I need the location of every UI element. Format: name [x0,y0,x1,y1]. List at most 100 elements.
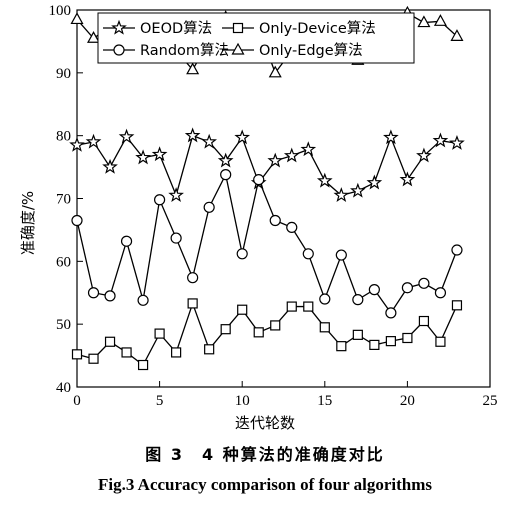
data-point [70,12,84,25]
data-point [187,272,199,284]
data-point [104,336,116,347]
data-point [135,149,151,165]
series-3 [71,298,463,371]
data-point [336,341,347,352]
legend-label: Only-Device算法 [259,20,376,37]
data-point [319,293,331,305]
series-2 [71,169,463,319]
data-point [121,347,132,358]
x-tick-label: 20 [400,393,415,409]
y-tick-label: 100 [49,3,72,19]
data-point [104,290,116,302]
plot-area: 0 5 10 15 20 25 40 50 60 70 80 90 100 [49,3,498,409]
legend: OEOD算法 Random算法 Only-Device算法 Only-Edge算法 [97,12,415,64]
y-tick-label: 40 [56,380,71,396]
data-point [267,152,284,168]
data-point [451,244,463,256]
y-tick-label: 60 [56,254,71,270]
accuracy-line-chart: 0 5 10 15 20 25 40 50 60 70 80 90 100 OEOD算法 Random算法… [19,3,498,432]
data-point [369,339,380,351]
data-point [201,133,217,149]
data-point [401,282,413,294]
data-point [300,141,317,157]
data-point [171,347,182,358]
legend-box [97,12,415,64]
data-point [432,132,449,148]
data-point [385,336,396,347]
data-point [154,328,165,339]
data-point [87,287,100,299]
legend-marker [111,19,127,35]
y-tick-label: 70 [56,192,71,208]
data-point [434,287,447,299]
data-point [71,349,83,360]
data-point [170,232,182,244]
data-point [417,15,431,28]
data-point [366,174,383,190]
data-point [418,315,430,327]
data-point [168,187,184,203]
data-point [71,214,83,227]
figure-caption-english: Fig.3 Accuracy comparison of four algori… [98,475,432,494]
y-axis-title: 准确度/% [19,191,37,255]
legend-entry-3: Only-Device算法 [222,20,376,37]
data-point [302,248,314,260]
data-point [352,294,364,306]
data-point [368,284,380,296]
data-point [184,127,201,143]
data-point [450,29,464,41]
data-point [253,327,264,338]
data-point [286,221,298,234]
data-point [120,235,133,247]
data-point [352,329,363,340]
x-tick-label: 0 [73,393,81,409]
x-tick-label: 10 [235,393,250,409]
x-tick-label: 5 [156,393,164,409]
data-point [333,187,350,203]
data-point [187,298,198,309]
data-point [435,336,446,347]
plot-frame [76,9,491,388]
data-point [303,301,314,312]
data-point [449,134,465,150]
data-point [316,172,333,188]
data-point [151,146,168,162]
series-line [76,172,458,315]
data-point [399,171,416,187]
data-point [85,133,102,149]
y-tick-label: 90 [56,66,71,82]
data-point [451,300,463,311]
series-line [76,301,458,366]
data-point [234,129,251,145]
data-point [137,359,149,371]
data-point [383,129,399,145]
data-point [286,301,297,312]
series-line [76,134,458,198]
data-point [220,169,232,181]
data-point [283,147,300,163]
legend-label: OEOD算法 [140,20,212,37]
data-point [220,324,231,335]
legend-entry-1: OEOD算法 [103,19,212,37]
data-point [385,307,397,319]
data-point [418,277,430,289]
legend-label: Random算法 [140,42,229,59]
data-point [186,62,200,75]
data-point [350,182,366,198]
data-point [319,322,330,333]
data-point [270,320,281,331]
data-point [237,304,248,315]
series-1 [69,127,465,203]
data-point [402,332,413,344]
data-point [137,294,149,306]
data-point [69,136,85,152]
data-point [204,344,215,355]
data-point [253,174,265,186]
data-point [154,194,166,206]
data-point [118,128,135,144]
legend-marker [113,44,125,56]
data-point [203,201,215,213]
legend-marker [231,42,245,55]
legend-entry-2: Random算法 [103,42,229,59]
legend-entry-4: Only-Edge算法 [222,42,363,59]
